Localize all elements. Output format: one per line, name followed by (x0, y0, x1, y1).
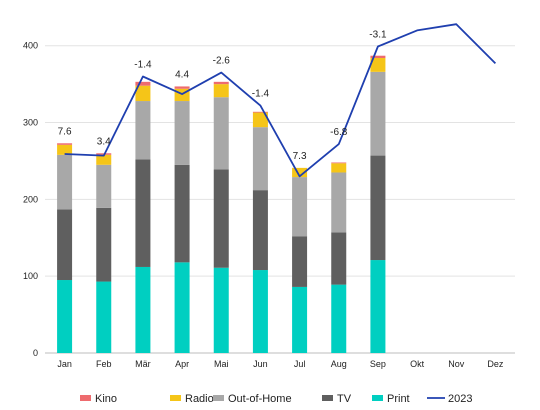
x-tick-label: Dez (487, 359, 504, 369)
gridlines (45, 45, 515, 354)
legend: Kino Radio Out-of-Home TV Print 2023 (80, 393, 472, 405)
bar-segment (96, 207, 112, 282)
data-label: -1.4 (134, 59, 152, 70)
bar-segment (135, 101, 151, 160)
bar-segment (174, 86, 190, 89)
bar-segment (135, 85, 151, 102)
bar-segment (57, 209, 73, 281)
bar-segment (252, 190, 268, 271)
x-axis-ticks: Jan Feb Mär Apr Mai Jun Jul Aug Sep Okt Nov Dez (57, 359, 504, 369)
data-label: 3.4 (97, 136, 111, 147)
bar-segment (292, 167, 308, 178)
data-label: -3.1 (369, 29, 387, 40)
y-tick-label: 100 (23, 271, 38, 281)
bar-segment (57, 154, 73, 210)
y-tick-label: 0 (33, 348, 38, 358)
data-label: -2.6 (213, 56, 231, 67)
legend-swatch (322, 395, 333, 401)
legend-label: Out-of-Home (228, 393, 292, 405)
legend-swatch (372, 395, 383, 401)
legend-label: Radio (185, 393, 214, 405)
bars (57, 55, 386, 353)
x-tick-label: Feb (96, 359, 112, 369)
bar-segment (331, 232, 347, 285)
y-axis-ticks: 0 100 200 300 400 (23, 41, 38, 358)
bar-segment (135, 266, 151, 353)
y-tick-label: 400 (23, 41, 38, 51)
line-2023 (64, 23, 497, 178)
bar-segment (213, 267, 229, 353)
line-series (64, 23, 497, 178)
legend-label: Print (387, 393, 410, 405)
data-label: 4.4 (175, 69, 189, 80)
bar-segment (252, 270, 268, 353)
bar-segment (96, 164, 112, 208)
bar-segment (135, 81, 151, 86)
legend-swatch (170, 395, 181, 401)
x-tick-label: Aug (331, 359, 347, 369)
bar-segment (331, 172, 347, 233)
bar-segment (370, 58, 386, 72)
x-tick-label: Jun (253, 359, 268, 369)
x-tick-label: Mai (214, 359, 229, 369)
bar-segment (252, 127, 268, 191)
x-tick-label: Okt (410, 359, 425, 369)
bar-segment (213, 169, 229, 268)
bar-segment (370, 260, 386, 353)
x-tick-label: Jan (57, 359, 72, 369)
bar-segment (135, 159, 151, 267)
bar-segment (174, 262, 190, 353)
x-tick-label: Nov (448, 359, 465, 369)
y-tick-label: 200 (23, 194, 38, 204)
bar-segment (57, 280, 73, 353)
bar-segment (331, 163, 347, 173)
bar-segment (96, 154, 112, 165)
bar-segment (252, 112, 268, 128)
data-label: -6.8 (330, 127, 348, 138)
data-label: -1.4 (252, 89, 270, 100)
bar-segment (292, 286, 308, 353)
data-label: 7.3 (293, 151, 307, 162)
bar-segment (331, 284, 347, 353)
data-label: 7.6 (58, 126, 72, 137)
bar-segment (174, 101, 190, 165)
bar-segment (174, 164, 190, 263)
bar-segment (213, 81, 229, 85)
bar-segment (57, 144, 73, 155)
legend-label: Kino (95, 393, 117, 405)
legend-label: 2023 (448, 393, 472, 405)
annotations: 7.6 3.4 -1.4 4.4 -2.6 -1.4 7.3 -6.8 -3.1 (58, 29, 387, 161)
bar-segment (292, 236, 308, 287)
legend-swatch (80, 395, 91, 401)
bar-segment (57, 143, 73, 145)
bar-segment (370, 155, 386, 261)
bar-segment (213, 84, 229, 98)
x-tick-label: Apr (175, 359, 189, 369)
legend-swatch (213, 395, 224, 401)
bar-segment (331, 162, 347, 164)
x-tick-label: Sep (370, 359, 386, 369)
y-tick-label: 300 (23, 118, 38, 128)
bar-segment (292, 177, 308, 237)
x-tick-label: Jul (294, 359, 306, 369)
bar-segment (96, 281, 112, 353)
bar-segment (252, 111, 268, 113)
legend-label: TV (337, 393, 352, 405)
bar-segment (370, 55, 386, 59)
bar-segment (213, 97, 229, 170)
x-tick-label: Mär (135, 359, 151, 369)
bar-segment (370, 71, 386, 156)
